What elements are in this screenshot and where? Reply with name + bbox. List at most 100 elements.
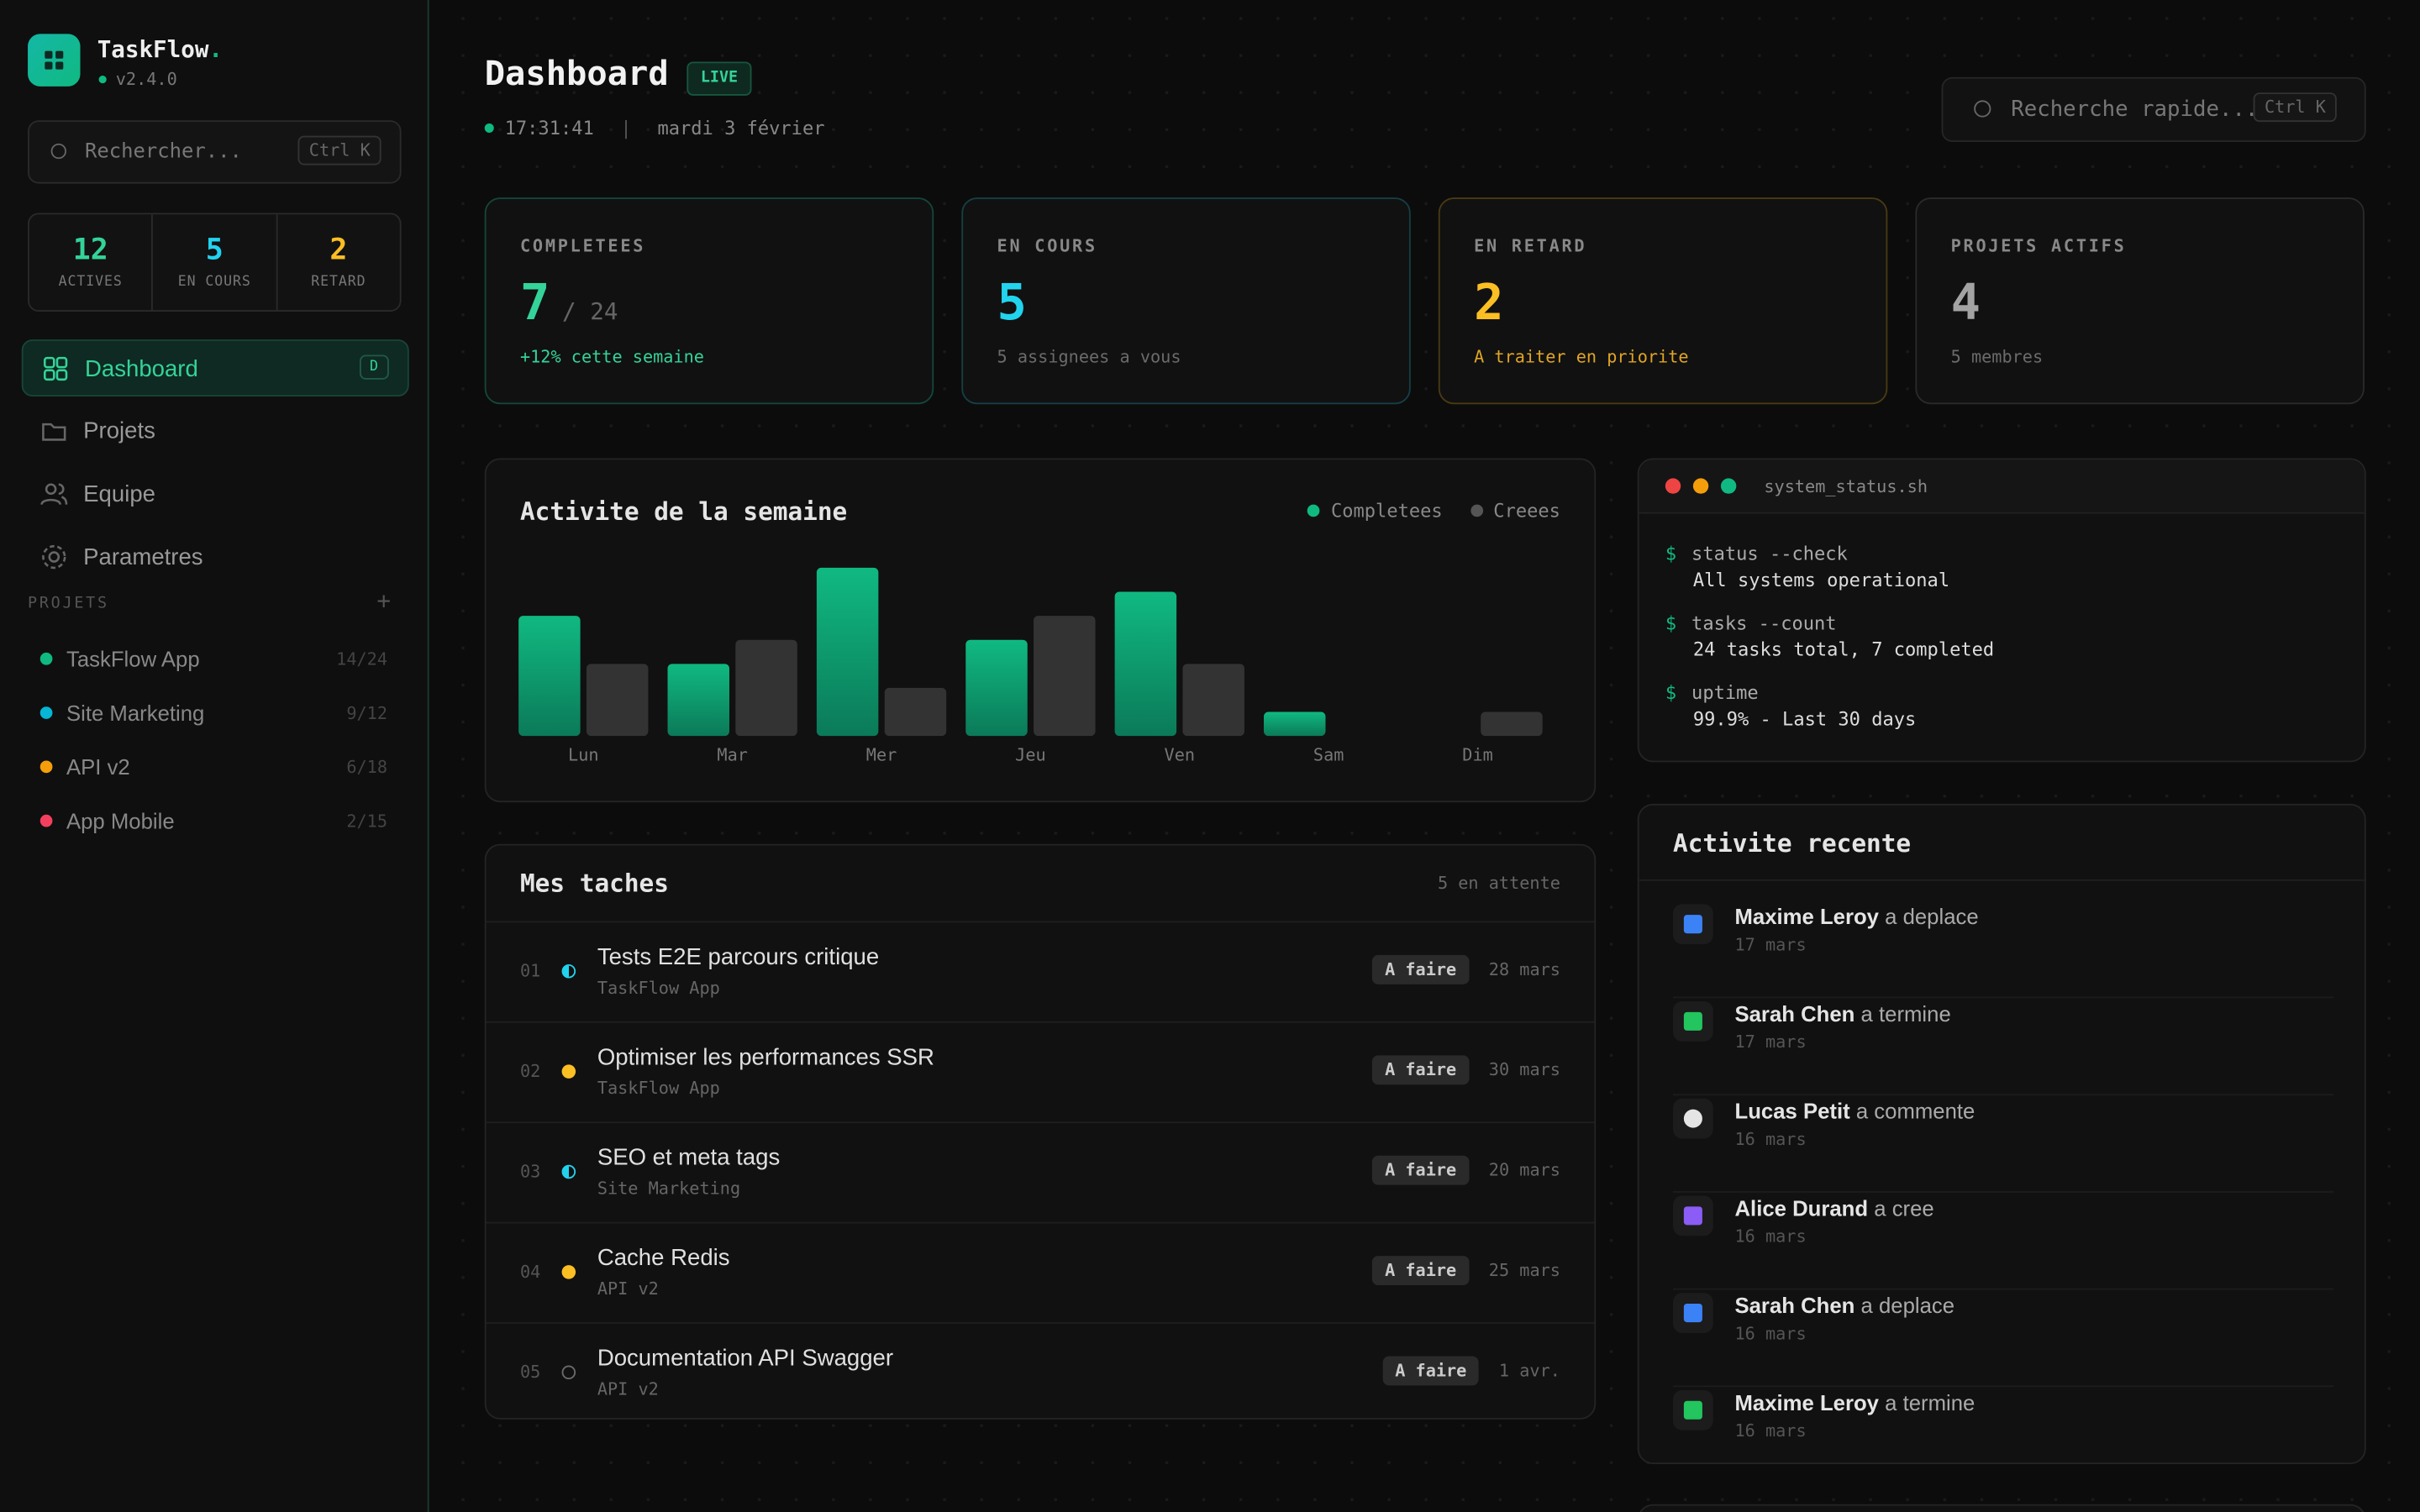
activity-action: a termine [1885,1389,1975,1415]
task-row[interactable]: 03 SEO et meta tags Site Marketing A faire 2… [486,1121,1595,1221]
task-row[interactable]: 05 Documentation API Swagger API v2 A faire… [486,1322,1595,1422]
task-index: 05 [519,1362,541,1383]
version: v2.4.0 [115,69,177,90]
x-tick-label: Lun [568,745,598,765]
nav-icon [42,544,66,570]
activity-icon [1673,1389,1713,1431]
project-dot [39,652,53,665]
search-icon [1974,100,1991,118]
task-row[interactable]: 01 Tests E2E parcours critique TaskFlow Ap… [486,921,1595,1021]
stat-value: 2 [329,233,348,267]
date: mardi 3 février [657,117,825,139]
status-dot [561,1365,576,1380]
recent-title: Activite recente [1673,828,1912,858]
task-meta: A faire 1 avr. [1382,1356,1560,1386]
legend-label: Completees [1330,500,1443,522]
page-title: Dashboard [484,55,669,95]
x-tick-label: Ven [1165,745,1195,765]
task-title: Documentation API Swagger [597,1345,894,1372]
tasks-count: 5 en attente [1437,873,1560,894]
search-shortcut: Ctrl K [297,135,381,165]
activity-user: Alice Durand [1734,1195,1869,1221]
kpi-value-row: 4 [1951,273,1981,332]
project-name[interactable]: Site Marketing [66,700,205,726]
task-index: 01 [519,961,541,982]
window-dot [1665,478,1681,494]
kpi-label: EN RETARD [1474,236,1587,256]
nav-item[interactable]: Equipe [22,466,409,523]
activity-text: Maxime Leroy a deplace [1734,904,1978,928]
terminal-filename: system_status.sh [1764,476,1928,497]
kpi-note: A traiter en priorite [1474,347,1689,368]
nav-icon [43,356,68,381]
task-row[interactable]: 02 Optimiser les performances SSR TaskFlow… [486,1021,1595,1121]
task-due: 1 avr. [1498,1360,1560,1381]
search[interactable]: Rechercher... Ctrl K [28,120,402,184]
activity-item: Sarah Chen a deplace 16 mars [1673,1290,2334,1388]
nav-label: Parametres [83,544,203,571]
window-dot [1720,478,1737,494]
task-project: Site Marketing [597,1179,741,1200]
task-meta: A faire 20 mars [1372,1155,1560,1185]
x-tick-label: Jeu [1015,745,1045,765]
nav-icon [42,423,66,441]
nav-item[interactable]: Projets [22,402,409,459]
brand-dot: . [208,35,224,64]
kpi-card: PROJETS ACTIFS 4 5 membres [1915,197,2365,405]
command: status --check [1691,543,1848,565]
activity-item: Maxime Leroy a termine 16 mars [1673,1387,2333,1484]
projects-add[interactable]: + [376,589,392,616]
kpi-value: 7 [519,273,550,332]
tasks-title: Mes taches [519,869,669,898]
kpi-value-row: 7 / 24 [520,273,618,332]
activity-date: 17 mars [1734,1032,1807,1053]
task-index: 03 [519,1162,541,1182]
activity-icon [1673,1195,1713,1236]
nav-item[interactable]: Dashboard D [21,339,409,397]
x-tick-label: Mer [866,745,897,765]
activity-icon-glyph [1683,1400,1702,1420]
project-name[interactable]: API v2 [66,754,130,780]
project-dot [39,814,53,827]
project-name[interactable]: App Mobile [66,808,175,833]
live-badge: LIVE [687,61,752,96]
bar [1114,591,1177,737]
legend-swatch [1470,504,1483,517]
kpi-note: 5 membres [1950,347,2044,368]
task-title: Tests E2E parcours critique [597,944,880,971]
output: All systems operational [1692,569,1950,591]
task-row[interactable]: 04 Cache Redis API v2 A faire 25 mars [486,1221,1595,1322]
bar [816,567,879,737]
terminal-bar [1639,459,2365,514]
activity-text: Sarah Chen a termine [1734,1001,1950,1026]
bar [965,639,1028,737]
recent-card: Activite recente Maxime Leroy a deplace 17… [1637,803,2366,1465]
activity-text: Maxime Leroy a termine [1734,1390,1975,1415]
task-status: A faire [1382,1356,1480,1386]
task-status: A faire [1372,1155,1469,1185]
status-dot [561,1164,576,1179]
project-progress: 9/12 [346,703,388,724]
quick-search[interactable]: Recherche rapide... Ctrl K [1941,76,2366,142]
task-title: SEO et meta tags [597,1144,781,1172]
activity-user: Maxime Leroy [1734,1389,1879,1415]
brand-name: TaskFlow [97,35,209,64]
status-dot [561,1265,576,1279]
recent-divider [1639,879,2365,881]
nav-icon [40,483,68,506]
kpi-card: EN COURS 5 5 assignees a vous [961,197,1411,405]
task-title: Cache Redis [597,1245,730,1272]
activity-icon [1673,1001,1713,1042]
nav-icon-part [43,369,55,381]
bar [1034,616,1096,737]
project-name[interactable]: TaskFlow App [66,646,200,671]
nav-label: Dashboard [85,356,198,383]
task-project: TaskFlow App [597,1078,720,1099]
search-placeholder: Rechercher... [85,140,242,164]
output: 24 tasks total, 7 completed [1692,638,1995,661]
task-due: 28 mars [1488,959,1560,980]
projects-heading: PROJETS [28,595,109,613]
task-project: API v2 [597,1379,659,1399]
nav-item[interactable]: Parametres [22,529,409,586]
activity-text: Alice Durand a cree [1734,1195,1933,1220]
